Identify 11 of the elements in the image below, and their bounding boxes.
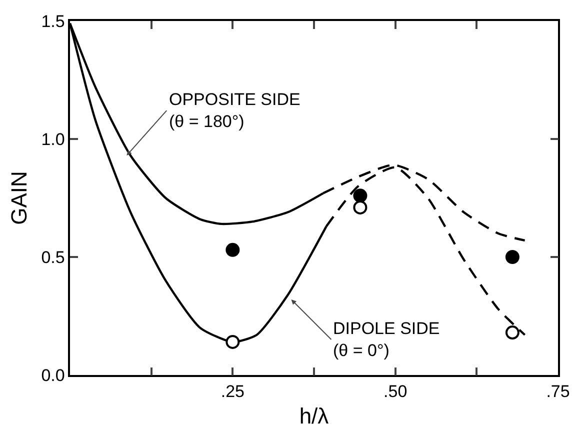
annotation: OPPOSITE SIDE (θ = 180°) bbox=[169, 90, 300, 132]
y-tick-label: 0.0 bbox=[41, 366, 65, 385]
y-axis-title: GAIN bbox=[6, 171, 32, 225]
y-tick-label: 0.5 bbox=[41, 248, 65, 267]
x-tick-label: .50 bbox=[384, 382, 408, 402]
x-tick-label: .75 bbox=[546, 382, 570, 402]
y-tick-label: 1.5 bbox=[41, 12, 65, 31]
annotation: DIPOLE SIDE (θ = 0°) bbox=[333, 319, 440, 360]
x-tick-label: .25 bbox=[220, 382, 244, 402]
y-tick-label: 1.0 bbox=[41, 130, 65, 149]
x-axis-title: h/λ bbox=[299, 404, 329, 429]
